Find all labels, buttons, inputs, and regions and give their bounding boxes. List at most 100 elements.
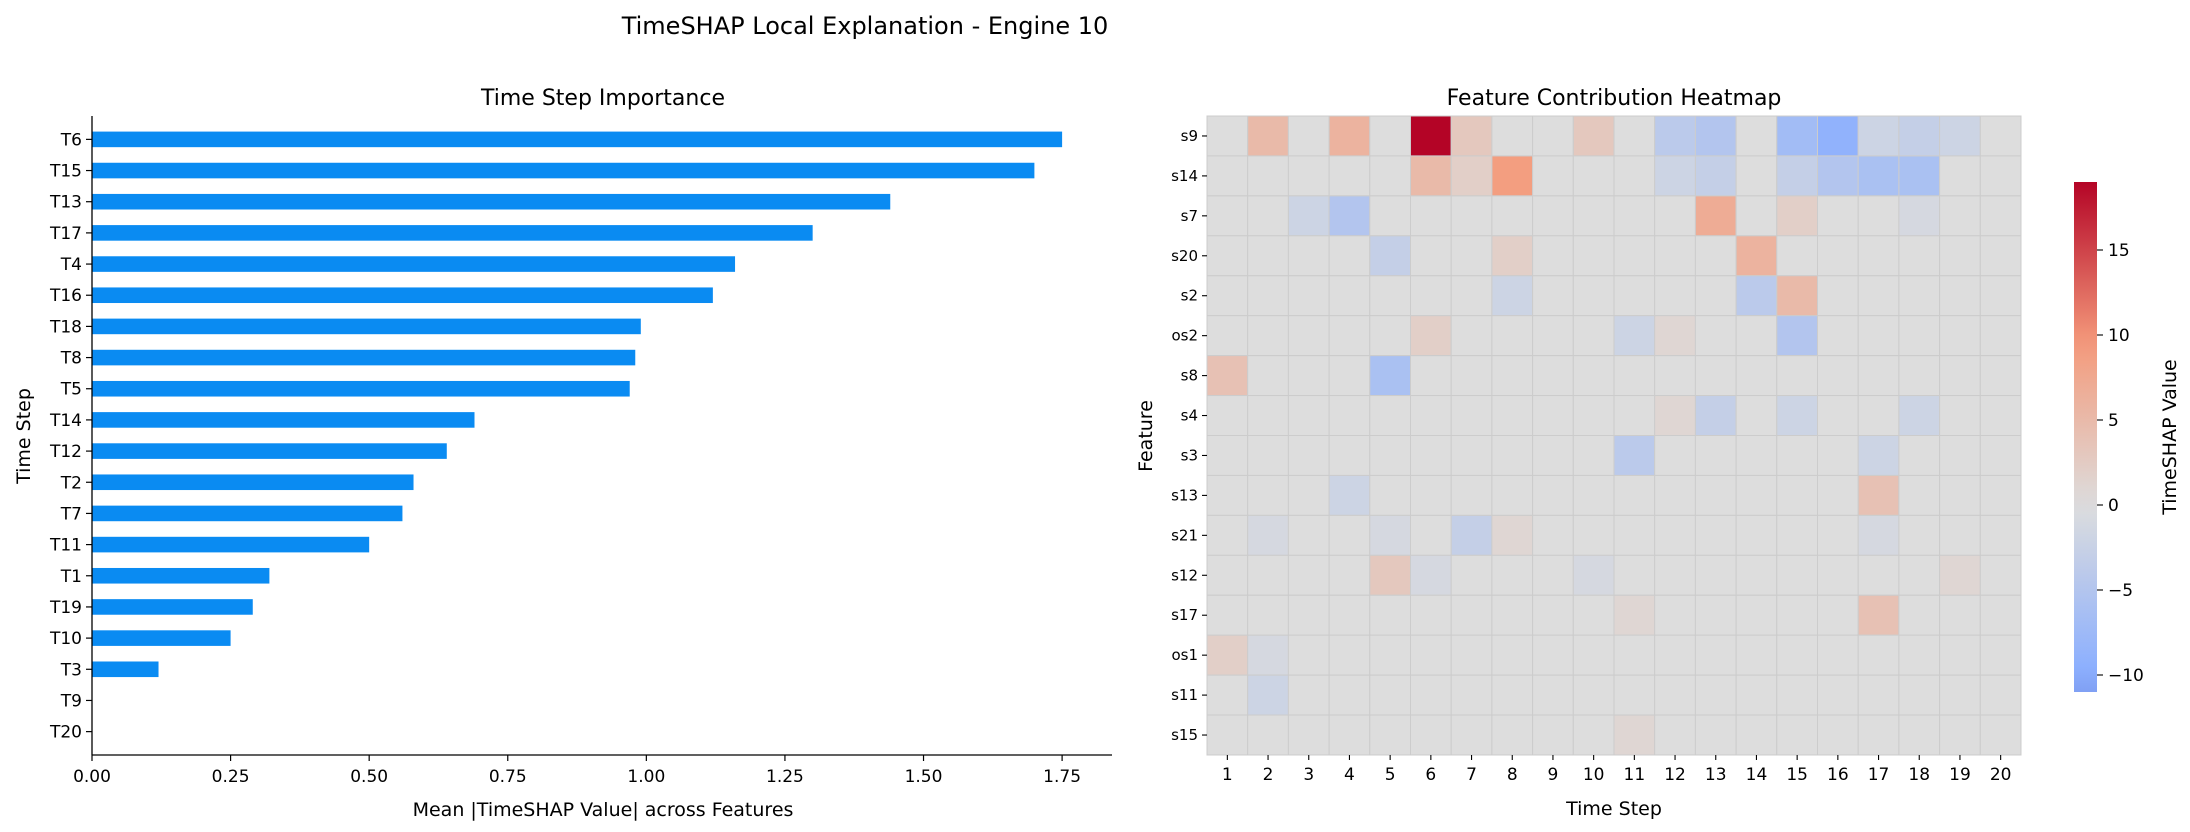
heatmap-cell [1410,514,1452,556]
heatmap-cell [1654,315,1696,357]
heatmap-x-tick-label: 7 [1466,765,1477,785]
heatmap-cell [1532,195,1574,237]
heatmap-cell [1694,315,1737,357]
heatmap-cell [1369,235,1412,277]
heatmap-cell [1776,674,1819,716]
heatmap-cell [1491,235,1534,277]
heatmap-cell [1450,474,1493,516]
bar-x-ticks: 0.00 0.25 0.50 0.75 1.00 1.25 1.50 1.75 [73,755,1081,787]
bar-T14 [92,412,475,428]
heatmap-cell [1287,514,1330,556]
heatmap-cell [1654,235,1696,277]
heatmap-cell [1939,674,1981,716]
heatmap-cell [1776,714,1819,756]
heatmap-cell [1817,634,1859,676]
heatmap-cell [1287,435,1330,476]
heatmap-cell [1857,275,1900,317]
heatmap-cell [1206,275,1249,317]
heatmap-cell [1247,115,1289,157]
heatmap-cell [1898,155,1941,197]
heatmap-cell [1694,155,1737,197]
heatmap-cell [1532,155,1574,197]
figure-title: TimeSHAP Local Explanation - Engine 10 [621,12,1109,40]
heatmap-cell [1328,714,1371,756]
heatmap-cell [1857,235,1900,277]
heatmap-cell [1247,195,1289,237]
heatmap-cell [1979,514,2022,556]
heatmap-cell [1450,714,1493,756]
heatmap-x-tick-label: 11 [1624,765,1646,785]
heatmap-y-tick-label: s3 [1181,446,1198,464]
heatmap-cell [1247,235,1289,277]
heatmap-y-tick-label: s15 [1171,726,1198,744]
heatmap-cell [1817,195,1859,237]
heatmap-cell [1572,514,1615,556]
bar-T4 [92,256,736,272]
heatmap-x-tick-label: 5 [1385,765,1396,785]
heatmap-cell [1206,714,1249,756]
heatmap-cell [1287,155,1330,197]
heatmap-cell [1572,714,1615,756]
heatmap-cell [1532,514,1574,556]
heatmap-cell [1450,435,1493,476]
heatmap-cell [1939,275,1981,317]
heatmap-cell [1532,355,1574,397]
heatmap-cell [1735,315,1778,357]
bar-T8 [92,349,636,366]
heatmap-cell [1857,315,1900,357]
heatmap-cell [1613,195,1656,237]
bar-T13 [92,193,891,210]
heatmap-cell [1491,514,1534,556]
heatmap-cell [1613,674,1656,716]
heatmap-cell [1613,474,1656,516]
heatmap-cell [1939,315,1981,357]
heatmap-cells [1206,115,2022,756]
heatmap-cell [1410,435,1452,476]
heatmap-cell [1613,315,1656,357]
heatmap-y-tick-label: s4 [1181,407,1198,425]
heatmap-cell [1287,674,1330,716]
heatmap-cell [1450,115,1493,157]
heatmap-cell [1369,714,1412,756]
heatmap-cell [1572,674,1615,716]
heatmap-y-tick-label: os1 [1171,646,1198,664]
heatmap-cell [1328,275,1371,317]
heatmap-cell [1654,435,1696,476]
heatmap-cell [1613,275,1656,317]
heatmap-x-tick-label: 17 [1868,765,1890,785]
heatmap-x-tick-label: 20 [1990,765,2012,785]
bar-x-tick-label: 1.00 [627,767,665,787]
heatmap-cell [1735,195,1778,237]
heatmap-cell [1613,395,1656,436]
heatmap-cell [1817,714,1859,756]
heatmap-cell [1247,355,1289,397]
heatmap-cell [1776,355,1819,397]
heatmap-cell [1654,115,1696,157]
heatmap-cell [1532,474,1574,516]
heatmap-cell [1694,674,1737,716]
heatmap-cell [1817,115,1859,157]
heatmap-cell [1491,554,1534,596]
heatmap-cell [1776,115,1819,157]
heatmap-y-tick-label: s14 [1171,167,1198,185]
heatmap-cell [1898,714,1941,756]
heatmap-cell [1572,594,1615,636]
heatmap-cell [1328,155,1371,197]
heatmap-cell [1776,195,1819,237]
heatmap-x-tick-label: 12 [1664,765,1686,785]
heatmap-cell [1247,514,1289,556]
heatmap-cell [1328,235,1371,277]
heatmap-cell [1247,714,1289,756]
heatmap-cell [1410,275,1452,317]
heatmap-y-tick-label: s20 [1171,247,1198,265]
heatmap-cell [1979,395,2022,436]
heatmap-cell [1979,235,2022,277]
heatmap-cell [1654,355,1696,397]
heatmap-cell [1898,235,1941,277]
bar-x-tick-label: 1.25 [766,767,804,787]
bar-y-ticks: T6 T15 T13 T17 T4 T16 T18 T8 T5 T14 T12 T2 T7 T11 T1 T1… [49,130,92,743]
heatmap-x-tick-label: 2 [1263,765,1274,785]
heatmap-cell [1532,115,1574,157]
heatmap-cell [1654,275,1696,317]
